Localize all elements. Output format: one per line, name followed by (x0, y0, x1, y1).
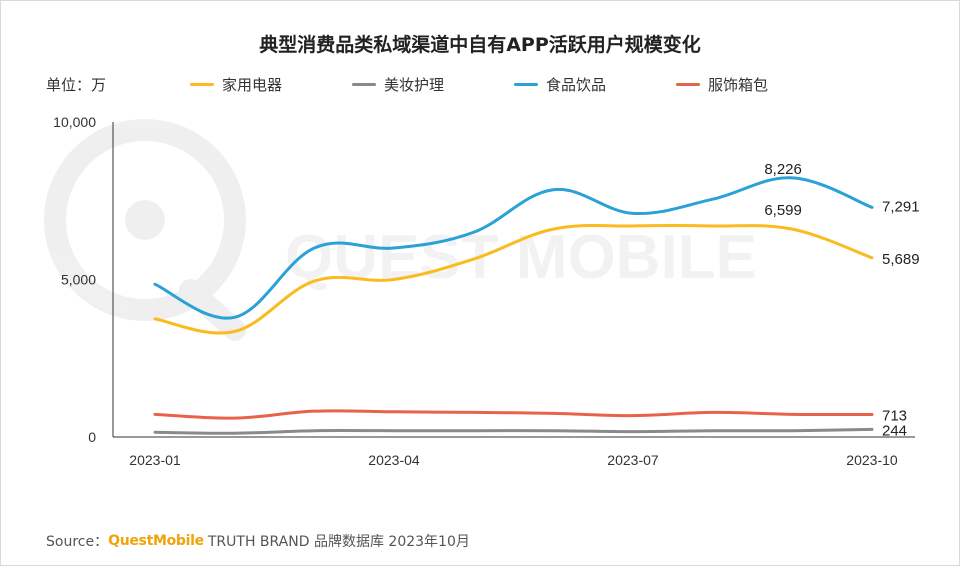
legend-swatch (514, 83, 538, 86)
data-label: 6,599 (764, 202, 802, 219)
data-label: 5,689 (882, 251, 920, 268)
legend-swatch (676, 83, 700, 86)
x-tick-label: 2023-10 (846, 452, 898, 468)
legend-label: 服饰箱包 (708, 76, 769, 94)
source-text: TRUTH BRAND 品牌数据库 2023年10月 (207, 534, 470, 550)
y-tick-label: 0 (88, 429, 96, 445)
data-label: 244 (882, 422, 907, 439)
series-line-2 (153, 176, 874, 320)
source-brand: QuestMobile (108, 533, 204, 549)
data-label: 8,226 (764, 161, 802, 178)
watermark-logo-icon (44, 119, 246, 341)
legend-item-food: 食品饮品 (514, 74, 606, 95)
x-tick-label: 2023-01 (129, 452, 181, 468)
legend-item-appliances: 家用电器 (190, 74, 282, 95)
legend-label: 美妆护理 (384, 76, 445, 94)
data-label: 713 (882, 408, 907, 425)
unit-label: 单位：万 (46, 76, 107, 94)
data-label: 7,291 (882, 198, 920, 215)
y-tick-label: 10,000 (53, 114, 96, 130)
series-line-0 (153, 224, 874, 335)
series-line-1 (153, 427, 874, 435)
chart-title: 典型消费品类私域渠道中自有APP活跃用户规模变化 (259, 34, 701, 56)
y-tick-label: 5,000 (61, 272, 96, 288)
x-tick-label: 2023-07 (607, 452, 659, 468)
legend-label: 家用电器 (222, 76, 283, 94)
legend-swatch (190, 83, 214, 86)
legend-item-apparel: 服饰箱包 (676, 74, 768, 95)
source-note: Source： QuestMobile TRUTH BRAND 品牌数据库 20… (46, 531, 470, 551)
legend-swatch (352, 83, 376, 86)
x-tick-label: 2023-04 (368, 452, 420, 468)
legend-label: 食品饮品 (546, 76, 607, 94)
source-prefix: Source： (46, 534, 109, 550)
legend-item-beauty: 美妆护理 (352, 74, 444, 95)
series-line-3 (153, 409, 874, 420)
